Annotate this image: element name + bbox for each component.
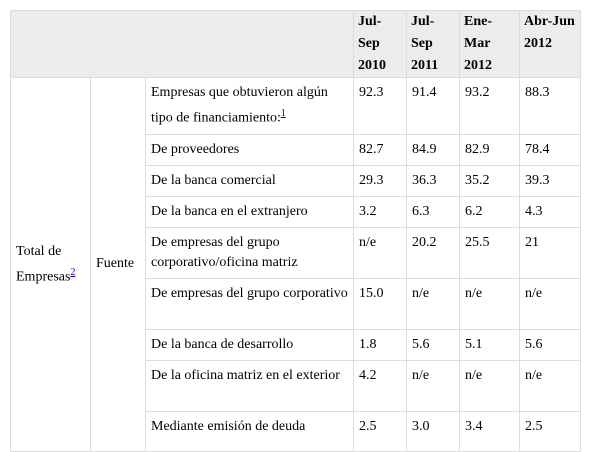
row-label-text: Empresas que obtuvieron algún tipo de fi…: [151, 85, 328, 126]
cell-value: 78.4: [519, 133, 581, 166]
row-label: De la oficina matriz en el exterior: [145, 359, 354, 412]
cell-value: 82.7: [353, 133, 407, 166]
cell-value: 82.9: [459, 133, 520, 166]
header-row: Jul-Sep 2010 Jul-Sep 2011 Ene-Mar 2012 Abr-…: [10, 10, 581, 78]
row-label: De la banca comercial: [145, 164, 354, 197]
row-label-text: Mediante emisión de deuda: [151, 418, 306, 434]
row-label-text: De la banca en el extranjero: [151, 203, 308, 219]
column-header: Abr-Jun 2012: [519, 10, 581, 78]
row-label-text: De la oficina matriz en el exterior: [151, 367, 340, 383]
cell-value: 5.6: [519, 328, 581, 361]
cell-value: 3.2: [353, 195, 407, 228]
page: Jul-Sep 2010 Jul-Sep 2011 Ene-Mar 2012 Abr-…: [10, 10, 581, 452]
data-table: Jul-Sep 2010 Jul-Sep 2011 Ene-Mar 2012 Abr-…: [10, 10, 581, 452]
cell-value: 4.3: [519, 195, 581, 228]
table-row: De la banca en el extranjero 3.2 6.3 6.2 4.3: [11, 195, 581, 228]
cell-value: 5.6: [406, 328, 460, 361]
group-label: Total de Empresas2: [10, 77, 91, 452]
cell-value: 1.8: [353, 328, 407, 361]
cell-value: n/e: [353, 226, 407, 279]
cell-value: 88.3: [519, 77, 581, 135]
row-label: De proveedores: [145, 133, 354, 166]
cell-value: n/e: [406, 359, 460, 412]
cell-value: 3.0: [406, 410, 460, 452]
cell-value: 21: [519, 226, 581, 279]
table-row: De la oficina matriz en el exterior 4.2 n/…: [11, 359, 581, 412]
header-blank: [10, 10, 354, 78]
row-label: De empresas del grupo corporativo: [145, 277, 354, 330]
footnote: 2: [70, 265, 75, 278]
cell-value: 91.4: [406, 77, 460, 135]
column-header: Ene-Mar 2012: [459, 10, 520, 78]
footnote-link[interactable]: 2: [70, 266, 76, 278]
cell-value: 39.3: [519, 164, 581, 197]
group-label-text: Total de Empresas: [16, 243, 71, 285]
cell-value: 35.2: [459, 164, 520, 197]
cell-value: 29.3: [353, 164, 407, 197]
table-row: Total de Empresas2 Fuente Empresas que obt…: [10, 77, 581, 452]
footnote: 1: [281, 106, 286, 119]
footnote-link[interactable]: 1: [280, 108, 286, 119]
cell-value: 5.1: [459, 328, 520, 361]
row-label: Mediante emisión de deuda: [145, 410, 354, 452]
row-label-text: De proveedores: [151, 141, 240, 157]
cell-value: 36.3: [406, 164, 460, 197]
cell-value: 93.2: [459, 77, 520, 135]
cell-value: 92.3: [353, 77, 407, 135]
row-label-text: De empresas del grupo corporativo: [151, 285, 348, 301]
table-row: De proveedores 82.7 84.9 82.9 78.4: [11, 133, 581, 166]
table-row: De empresas del grupo corporativo/oficin…: [11, 226, 581, 279]
table-row: De empresas del grupo corporativo 15.0 n/e…: [11, 277, 581, 330]
cell-value: 2.5: [353, 410, 407, 452]
cell-value: 20.2: [406, 226, 460, 279]
row-label-text: De empresas del grupo corporativo/oficin…: [151, 234, 298, 270]
table-body: Total de Empresas2 Fuente Empresas que obt…: [10, 77, 581, 452]
row-label-text: De la banca de desarrollo: [151, 336, 294, 352]
cell-value: 6.2: [459, 195, 520, 228]
cell-value: n/e: [519, 359, 581, 412]
column-header: Jul-Sep 2011: [406, 10, 460, 78]
table-row: De la banca comercial 29.3 36.3 35.2 39.3: [11, 164, 581, 197]
row-label: De la banca en el extranjero: [145, 195, 354, 228]
cell-value: 15.0: [353, 277, 407, 330]
cell-value: n/e: [459, 277, 520, 330]
cell-value: 2.5: [519, 410, 581, 452]
cell-value: n/e: [459, 359, 520, 412]
cell-value: 6.3: [406, 195, 460, 228]
row-label: De la banca de desarrollo: [145, 328, 354, 361]
row-label-text: De la banca comercial: [151, 172, 276, 188]
row-label: Empresas que obtuvieron algún tipo de fi…: [145, 77, 354, 135]
cell-value: 84.9: [406, 133, 460, 166]
cell-value: 25.5: [459, 226, 520, 279]
cell-value: n/e: [406, 277, 460, 330]
cell-value: 4.2: [353, 359, 407, 412]
row-label: De empresas del grupo corporativo/oficin…: [145, 226, 354, 279]
column-header: Jul-Sep 2010: [353, 10, 407, 78]
table-header: Jul-Sep 2010 Jul-Sep 2011 Ene-Mar 2012 Abr-…: [10, 10, 581, 78]
cell-value: n/e: [519, 277, 581, 330]
subgroup-label: Fuente: [90, 77, 146, 452]
cell-value: 3.4: [459, 410, 520, 452]
